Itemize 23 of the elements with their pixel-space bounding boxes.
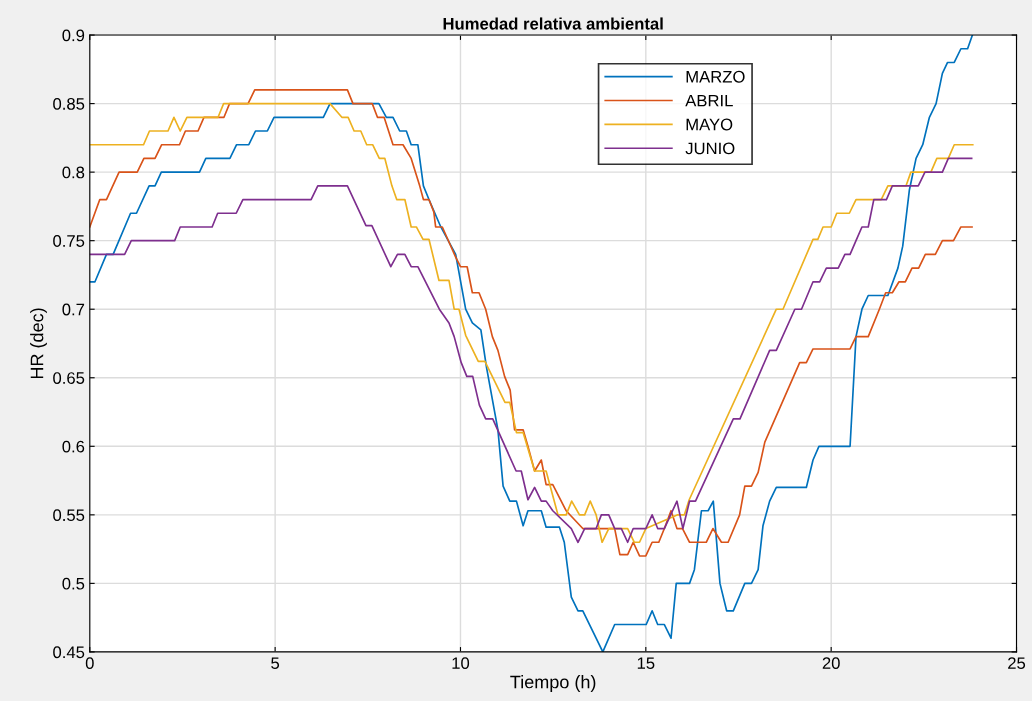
x-tick-label: 10 xyxy=(452,657,470,670)
y-tick-label: 0.9 xyxy=(62,29,85,42)
chart-title: Humedad relativa ambiental xyxy=(443,17,663,30)
y-axis-title: HR (dec) xyxy=(30,308,47,379)
x-tick-label: 5 xyxy=(271,657,280,670)
y-tick-label: 0.75 xyxy=(53,235,85,247)
x-tick-label: 25 xyxy=(1008,657,1026,670)
legend-label: JUNIO xyxy=(685,142,735,155)
y-tick-label: 0.7 xyxy=(62,303,85,316)
x-tick-label: 20 xyxy=(822,657,840,670)
y-tick-label: 0.45 xyxy=(53,646,85,659)
legend-label: ABRIL xyxy=(685,94,733,107)
y-tick-label: 0.55 xyxy=(53,509,85,522)
legend-label: MARZO xyxy=(686,70,745,83)
legend-label: MAYO xyxy=(686,118,733,131)
x-tick-label: 0 xyxy=(85,657,94,670)
y-tick-label: 0.6 xyxy=(62,440,85,453)
x-axis-title: Tiempo (h) xyxy=(510,675,596,692)
x-tick-label: 15 xyxy=(637,657,655,670)
y-tick-label: 0.8 xyxy=(62,166,85,179)
y-tick-label: 0.85 xyxy=(53,97,85,110)
y-tick-label: 0.5 xyxy=(62,577,85,590)
y-tick-label: 0.65 xyxy=(53,372,85,384)
